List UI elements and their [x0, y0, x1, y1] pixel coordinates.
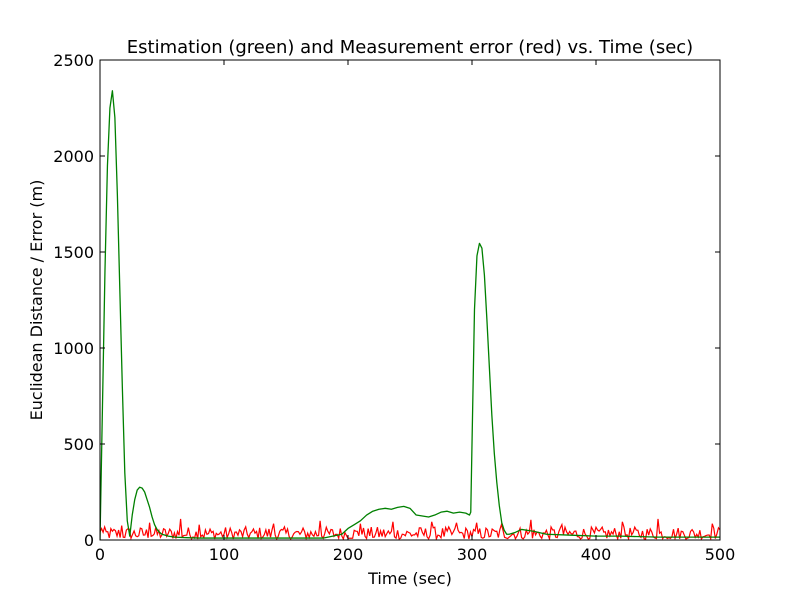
x-axis: 0 100 200 300 400 500	[95, 60, 735, 564]
x-tick-label: 400	[581, 545, 612, 564]
y-tick-label: 1500	[53, 243, 94, 262]
x-tick-label: 500	[705, 545, 736, 564]
y-axis-label: Euclidean Distance / Error (m)	[27, 180, 46, 421]
series-layer	[100, 90, 720, 540]
x-tick-label: 100	[209, 545, 240, 564]
x-tick-label: 0	[95, 545, 105, 564]
x-tick-label: 200	[333, 545, 364, 564]
y-tick-label: 2500	[53, 51, 94, 70]
y-axis: 0 500 1000 1500 2000 2500	[53, 51, 720, 550]
x-axis-label: Time (sec)	[367, 569, 452, 588]
x-tick-label: 300	[457, 545, 488, 564]
y-tick-label: 1000	[53, 339, 94, 358]
series-line-green	[100, 90, 720, 540]
y-tick-label: 2000	[53, 147, 94, 166]
y-tick-label: 500	[63, 435, 94, 454]
plot-area-frame	[99, 59, 721, 541]
chart-title: Estimation (green) and Measurement error…	[127, 37, 693, 58]
y-tick-label: 0	[84, 531, 94, 550]
